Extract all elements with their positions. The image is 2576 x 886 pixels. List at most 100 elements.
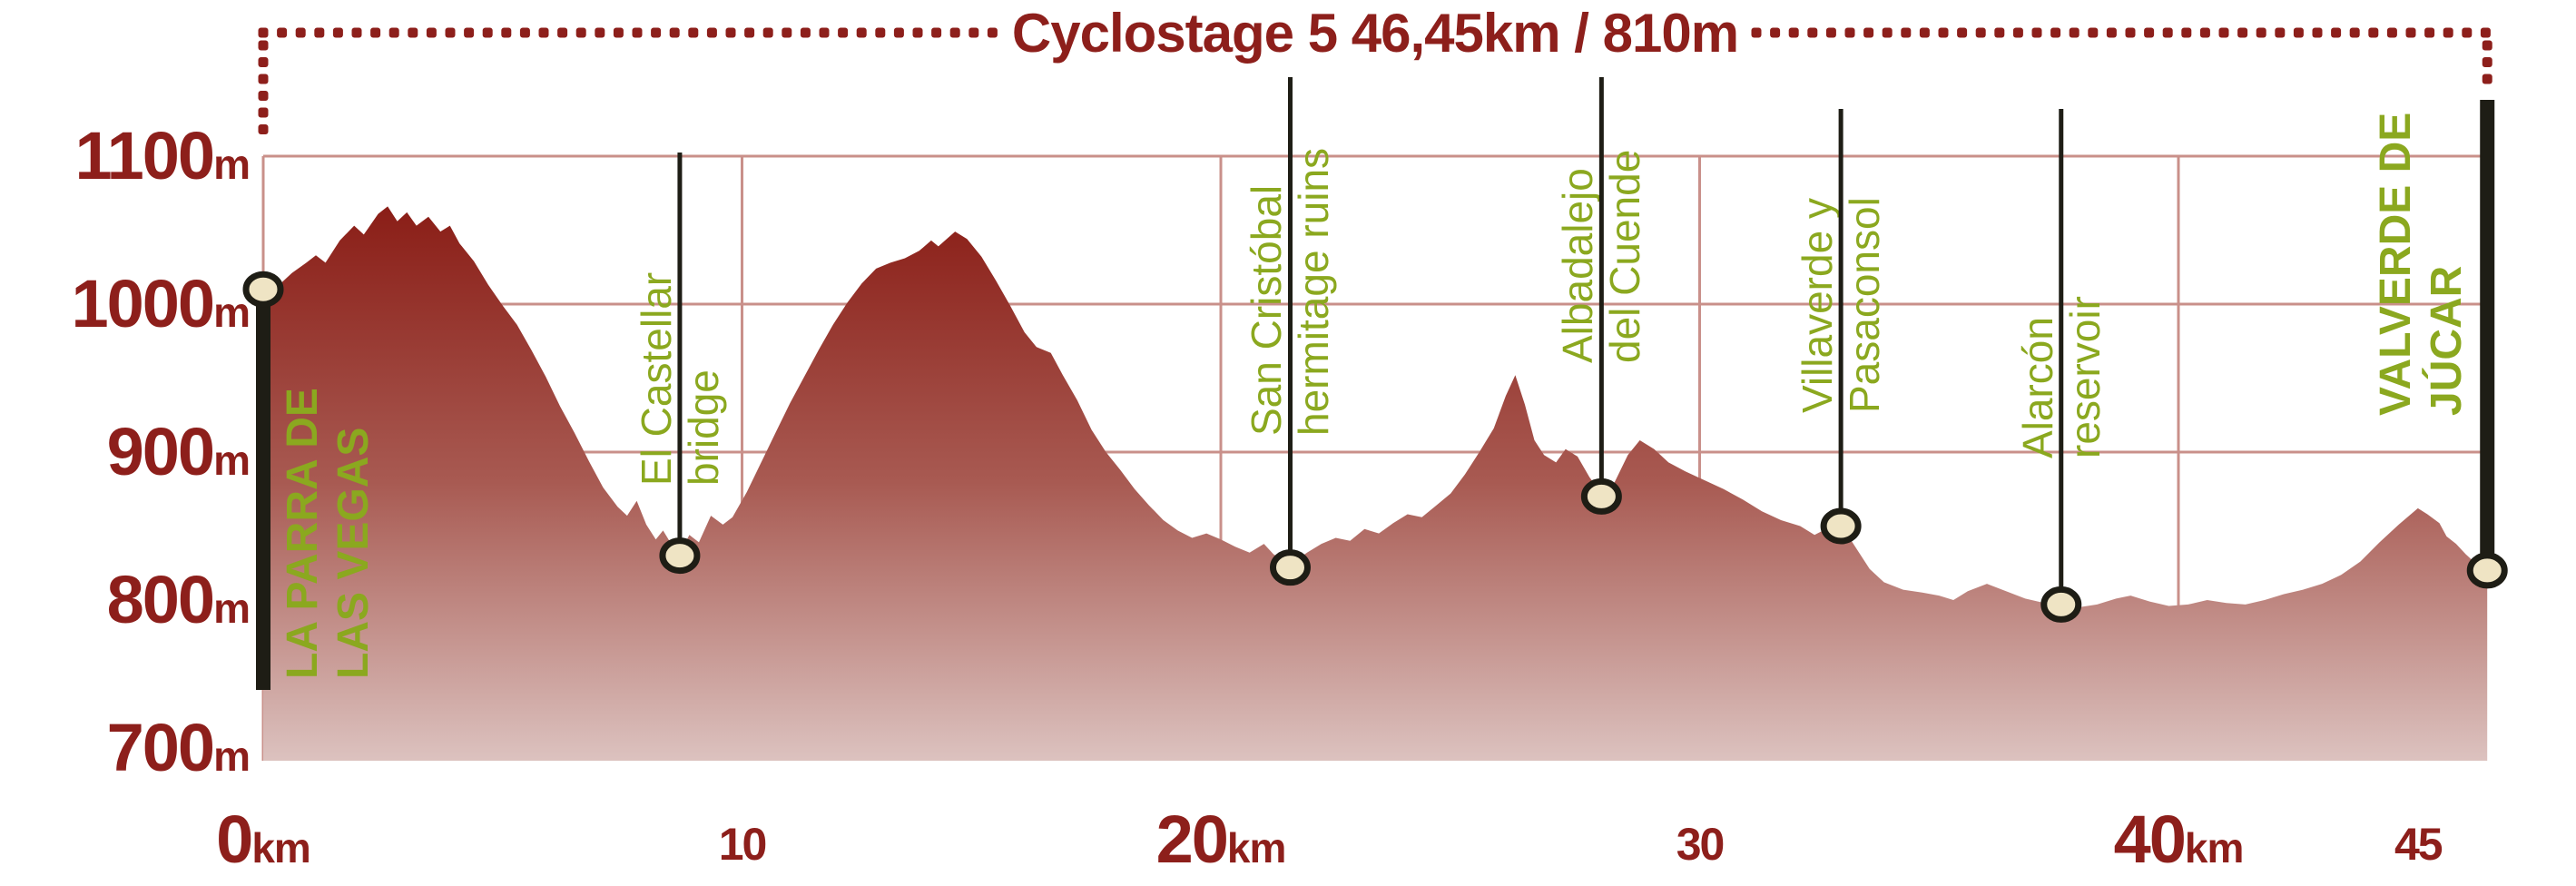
stage-border-dot: [800, 27, 811, 38]
stage-border-dot: [1882, 27, 1893, 38]
stage-border-dot: [538, 27, 549, 38]
stage-border-dot: [2275, 27, 2286, 38]
stage-border-dot: [706, 27, 717, 38]
stage-border-dot: [1975, 27, 1986, 38]
waypoint-marker-dot: [1820, 507, 1862, 545]
stage-border-dot: [931, 27, 942, 38]
stage-border-dot: [2012, 27, 2023, 38]
stage-border-dot: [258, 57, 269, 67]
stage-border-dot: [2293, 27, 2304, 38]
stage-border-dot: [258, 107, 269, 118]
stage-border-dot: [2069, 27, 2079, 38]
stage-border-dot: [856, 27, 867, 38]
waypoint-marker-dot: [1580, 477, 1622, 515]
stage-border-dot: [295, 27, 306, 38]
stage-border-dot: [893, 27, 904, 38]
stage-border-dot: [258, 40, 269, 51]
stage-border-dot: [1863, 27, 1874, 38]
stage-border-dot: [388, 27, 399, 38]
stage-border-dot: [669, 27, 680, 38]
stage-border-dot: [426, 27, 437, 38]
stage-border-dot: [782, 27, 792, 38]
stage-border-dot: [2349, 27, 2360, 38]
stage-border-dot: [651, 27, 662, 38]
waypoint-marker-dot: [2466, 552, 2508, 589]
stage-border-dot: [314, 27, 325, 38]
stage-border-dot: [2312, 27, 2323, 38]
stage-border-dot: [2199, 27, 2210, 38]
stage-border-dot: [1770, 27, 1781, 38]
stage-border-dot: [613, 27, 624, 38]
stage-border-dot: [258, 91, 269, 101]
stage-border-dot: [2368, 27, 2379, 38]
stage-border-dot: [2218, 27, 2229, 38]
stage-border-dot: [2482, 74, 2492, 84]
stage-border-dot: [501, 27, 512, 38]
waypoint-marker-dot: [659, 537, 701, 575]
waypoint-marker-dot: [1269, 549, 1311, 586]
stage-border-dot: [912, 27, 923, 38]
stage-border-dot: [1825, 27, 1836, 38]
stage-border-dot: [838, 27, 849, 38]
stage-border-dot: [2181, 27, 2192, 38]
stage-border-dot: [1938, 27, 1949, 38]
stage-border-dot: [595, 27, 605, 38]
stage-border-dot: [2144, 27, 2155, 38]
stage-border-dot: [2405, 27, 2416, 38]
stage-border-dot: [519, 27, 530, 38]
stage-border-dot: [2482, 40, 2492, 51]
stage-border-dot: [875, 27, 886, 38]
stage-border-dot: [1807, 27, 1818, 38]
stage-border-dot: [819, 27, 830, 38]
elevation-profile-area: [263, 206, 2488, 761]
stage-border-dot: [258, 27, 269, 38]
stage-border-dot: [762, 27, 773, 38]
stage-border-dot: [351, 27, 362, 38]
stage-border-dot: [2331, 27, 2342, 38]
stage-border-dot: [1751, 27, 1762, 38]
stage-border-dot: [557, 27, 568, 38]
stage-border-dot: [370, 27, 381, 38]
stage-border-dot: [1994, 27, 2005, 38]
stage-border-dot: [277, 27, 288, 38]
stage-border-dot: [968, 27, 979, 38]
stage-border-dot: [258, 74, 269, 84]
stage-border-dot: [445, 27, 456, 38]
stage-border-dot: [2462, 27, 2473, 38]
stage-border-dot: [1957, 27, 1968, 38]
stage-border-dot: [987, 27, 998, 38]
stage-border-dot: [1919, 27, 1930, 38]
stage-border-dot: [949, 27, 960, 38]
stage-border-dot: [482, 27, 493, 38]
stage-border-dot: [2256, 27, 2266, 38]
stage-border-dot: [2162, 27, 2173, 38]
stage-border-dot: [332, 27, 343, 38]
stage-border-dot: [408, 27, 418, 38]
stage-border-dot: [2424, 27, 2435, 38]
stage-border-dot: [2237, 27, 2248, 38]
stage-border-dot: [2106, 27, 2117, 38]
waypoint-marker-dot: [2040, 586, 2082, 623]
stage-border-dot: [2031, 27, 2042, 38]
stage-border-dot: [1844, 27, 1855, 38]
stage-border-dot: [2443, 27, 2453, 38]
stage-border-dot: [632, 27, 643, 38]
stage-border-dot: [575, 27, 586, 38]
stage-border-dot: [1901, 27, 1912, 38]
stage-border-dot: [2482, 57, 2492, 67]
stage-border-dot: [2125, 27, 2136, 38]
stage-border-dot: [2050, 27, 2061, 38]
stage-border-dot: [744, 27, 755, 38]
stage-border-dot: [725, 27, 736, 38]
stage-border-dot: [688, 27, 699, 38]
stage-border-dot: [2386, 27, 2397, 38]
stage-border-dot: [258, 124, 269, 134]
waypoint-marker-dot: [242, 271, 284, 308]
stage-border-dot: [2480, 27, 2491, 38]
stage-border-dot: [464, 27, 475, 38]
stage-border-dot: [2088, 27, 2099, 38]
stage-border-dot: [1788, 27, 1799, 38]
